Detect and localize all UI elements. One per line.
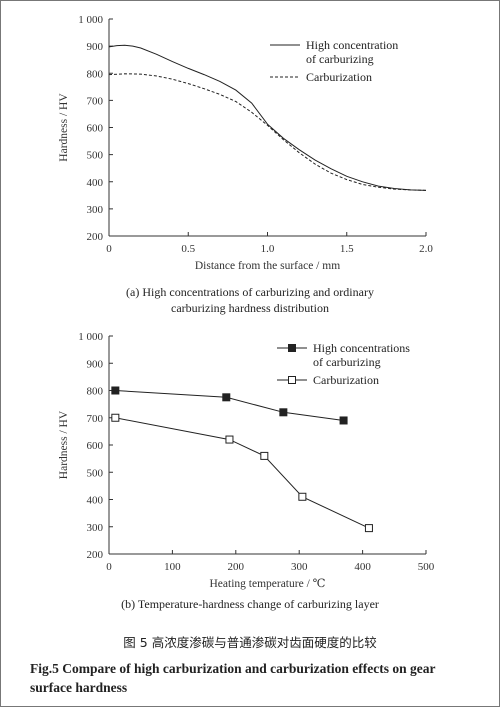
chart-b-x-tick-label: 200 [228, 561, 245, 573]
chart-b-legend-marker-0 [288, 344, 296, 352]
chart-b-x-tick-label: 100 [164, 561, 181, 573]
chart-b-legend-label-0: of carburizing [313, 355, 381, 369]
chart-a-legend-label-0: of carburizing [306, 52, 374, 66]
chart-b-series-0-point [111, 386, 120, 395]
chart-b-caption: (b) Temperature-hardness change of carbu… [0, 596, 500, 612]
figure-caption-chinese: 图 5 高浓度渗碳与普通渗碳对齿面硬度的比较 [123, 635, 377, 650]
chart-b-y-axis-title: Hardness / HV [58, 410, 70, 479]
chart-b-series-1-point [260, 451, 269, 460]
chart-a-series-0-line [108, 44, 427, 191]
chart-b-series-1-point [111, 413, 120, 422]
chart-a-x-axis-title: Distance from the surface / mm [195, 260, 340, 272]
figure-caption-english: Fig.5 Compare of high carburization and … [30, 661, 436, 695]
chart-b-series-0-point [222, 393, 231, 402]
chart-a-x-tick-label: 0.5 [181, 243, 195, 255]
chart-a-x-tick-label: 0 [106, 243, 112, 255]
chart-a-y-tick-label: 700 [87, 95, 104, 107]
chart-b-series-0-point [279, 408, 288, 417]
chart-b-y-tick-label: 700 [87, 413, 104, 425]
chart-b-x-tick-label: 0 [106, 561, 112, 573]
chart-b-x-axis-title: Heating temperature / ℃ [210, 578, 326, 590]
chart-b-y-tick-label: 200 [87, 549, 104, 561]
chart-b-series-1-point [225, 435, 234, 444]
chart-a-y-tick-label: 800 [87, 68, 104, 80]
chart-b-x-tick-label: 300 [291, 561, 308, 573]
chart-a-y-tick-label: 600 [87, 123, 104, 135]
chart-a-x-tick-label: 1.0 [261, 243, 275, 255]
chart-a-y-tick-label: 200 [87, 231, 104, 243]
chart-a-caption: (a) High concentrations of carburizing a… [0, 284, 500, 316]
chart-a-legend-label-1: Carburization [306, 70, 372, 84]
chart-b-legend-label-1: Carburization [313, 373, 379, 387]
chart-a-y-tick-label: 300 [87, 204, 104, 216]
chart-b-y-tick-label: 1 000 [78, 331, 103, 343]
chart-b-legend-label-0: High concentrations [313, 341, 410, 355]
chart-b-series-1-line [115, 417, 370, 529]
chart-b-series-1-point [298, 492, 307, 501]
chart-a-y-tick-label: 500 [87, 150, 104, 162]
chart-b-series-0-point [339, 416, 348, 425]
chart-b-x-tick-label: 400 [354, 561, 371, 573]
chart-a-x-tick-label: 1.5 [340, 243, 354, 255]
chart-a-y-axis-title: Hardness / HV [58, 93, 70, 162]
chart-a-series-1-line [108, 73, 427, 191]
chart-b-y-tick-label: 500 [87, 467, 104, 479]
chart-b-y-tick-label: 800 [87, 386, 104, 398]
chart-b-series-0-line [115, 390, 344, 421]
chart-b-series-1-point [364, 524, 373, 533]
chart-b-y-tick-label: 900 [87, 358, 104, 370]
chart-a-legend-label-0: High concentration [306, 38, 398, 52]
chart-b-legend-marker-1 [288, 376, 296, 384]
chart-b-y-tick-label: 600 [87, 440, 104, 452]
chart-b-caption-text: (b) Temperature-hardness change of carbu… [121, 597, 379, 611]
chart-a-y-tick-label: 900 [87, 41, 104, 53]
chart-b-y-tick-label: 300 [87, 522, 104, 534]
chart-a: 200 300 400 500 600 700 800 900 1 000 0 0.5 1.0 1.5 2… [58, 14, 433, 272]
chart-a-y-tick-label: 1 000 [78, 14, 103, 26]
chart-b-x-tick-label: 500 [418, 561, 435, 573]
chart-a-y-tick-label: 400 [87, 177, 104, 189]
chart-a-caption-text: (a) High concentrations of carburizing a… [126, 285, 374, 315]
chart-b-y-tick-label: 400 [87, 495, 104, 507]
chart-b: 200 300 400 500 600 700 800 900 1 000 0 100 200 300 4… [58, 331, 435, 590]
chart-a-x-tick-label: 2.0 [419, 243, 433, 255]
